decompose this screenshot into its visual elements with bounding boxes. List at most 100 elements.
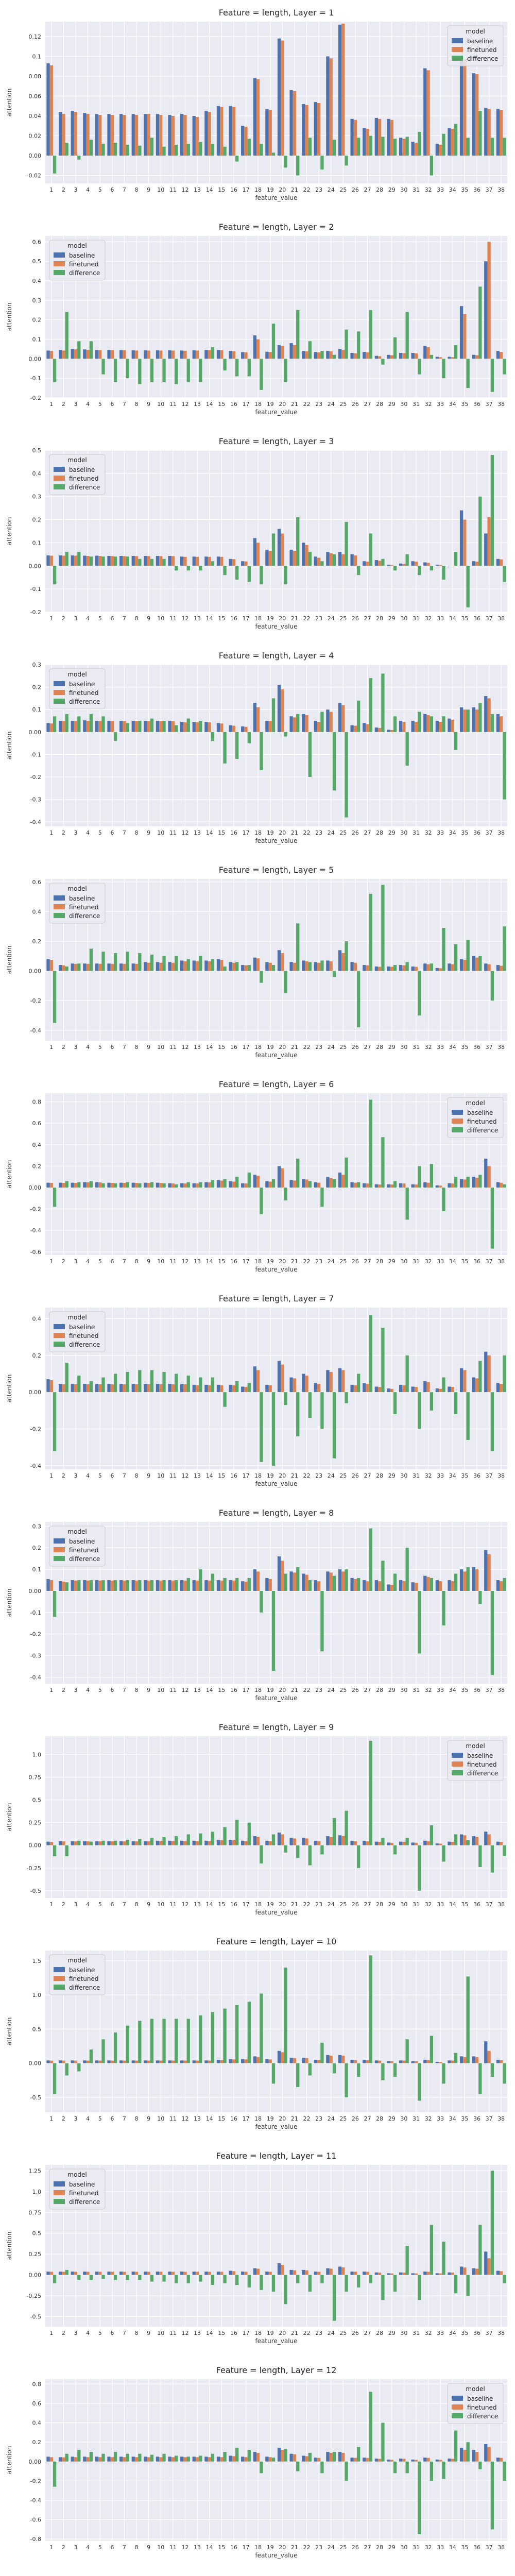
bar-finetuned bbox=[402, 722, 406, 732]
x-tick-label: 16 bbox=[230, 1258, 237, 1265]
bar-difference bbox=[345, 1810, 348, 1845]
x-tick-label: 37 bbox=[486, 2330, 493, 2336]
bar-finetuned bbox=[341, 1836, 345, 1845]
x-tick-label: 30 bbox=[400, 1472, 407, 1479]
bar-baseline bbox=[338, 1368, 342, 1393]
x-tick-label: 1 bbox=[49, 1258, 53, 1265]
bar-difference bbox=[186, 566, 190, 571]
bar-finetuned bbox=[281, 1364, 284, 1393]
bar-baseline bbox=[204, 556, 208, 566]
bar-difference bbox=[77, 341, 81, 359]
bar-baseline bbox=[411, 721, 415, 732]
bar-baseline bbox=[144, 114, 147, 156]
x-tick-label: 13 bbox=[194, 1472, 201, 1479]
x-tick-label: 31 bbox=[413, 1687, 420, 1693]
bar-baseline bbox=[253, 2056, 256, 2063]
bar-baseline bbox=[131, 555, 135, 566]
x-tick-label: 22 bbox=[303, 1472, 311, 1479]
bar-baseline bbox=[204, 1840, 208, 1845]
bar-difference bbox=[345, 732, 348, 818]
bar-baseline bbox=[192, 2456, 196, 2462]
bar-finetuned bbox=[353, 725, 357, 732]
bar-baseline bbox=[131, 2456, 135, 2462]
bar-baseline bbox=[204, 2060, 208, 2063]
x-tick-label: 1 bbox=[49, 2544, 53, 2551]
bar-finetuned bbox=[123, 2457, 126, 2462]
x-tick-label: 31 bbox=[413, 1472, 420, 1479]
y-tick-label: 0.3 bbox=[32, 1523, 42, 1530]
bar-baseline bbox=[374, 2459, 378, 2462]
plot-background bbox=[45, 1951, 507, 2112]
bar-difference bbox=[369, 135, 372, 156]
bar-finetuned bbox=[110, 115, 114, 156]
x-tick-label: 24 bbox=[328, 2544, 335, 2551]
bar-finetuned bbox=[402, 1841, 406, 1845]
x-tick-label: 32 bbox=[425, 2115, 432, 2122]
x-tick-label: 13 bbox=[194, 829, 201, 836]
bar-difference bbox=[175, 1836, 178, 1845]
bar-difference bbox=[284, 1573, 287, 1591]
x-tick-label: 33 bbox=[437, 615, 444, 622]
x-tick-label: 17 bbox=[242, 1258, 249, 1265]
bar-baseline bbox=[459, 1179, 464, 1188]
x-tick-label: 13 bbox=[194, 1044, 201, 1050]
bar-difference bbox=[490, 1187, 494, 1249]
x-tick-label: 21 bbox=[291, 401, 298, 408]
bar-baseline bbox=[253, 1569, 256, 1591]
bar-difference bbox=[503, 1845, 506, 1856]
bar-difference bbox=[405, 1548, 409, 1591]
bar-difference bbox=[65, 2453, 68, 2462]
bar-difference bbox=[405, 2461, 409, 2473]
bar-finetuned bbox=[74, 963, 78, 971]
bar-difference bbox=[138, 145, 142, 156]
bar-baseline bbox=[435, 2460, 439, 2462]
bar-difference bbox=[393, 337, 397, 359]
x-tick-label: 2 bbox=[62, 1044, 65, 1050]
bar-finetuned bbox=[463, 519, 467, 566]
y-tick-label: 0.00 bbox=[29, 1389, 42, 1396]
bar-difference bbox=[223, 1578, 227, 1591]
bar-difference bbox=[138, 721, 142, 732]
x-tick-label: 21 bbox=[291, 1044, 298, 1050]
bar-finetuned bbox=[232, 1181, 236, 1188]
bar-finetuned bbox=[329, 711, 333, 732]
x-tick-label: 6 bbox=[110, 1258, 114, 1265]
bar-baseline bbox=[399, 1384, 403, 1393]
bar-baseline bbox=[83, 1182, 87, 1188]
x-tick-label: 36 bbox=[473, 2544, 480, 2551]
bar-baseline bbox=[253, 78, 256, 156]
bar-baseline bbox=[58, 350, 62, 359]
bar-finetuned bbox=[414, 1842, 418, 1845]
x-tick-label: 13 bbox=[194, 2115, 201, 2122]
bar-baseline bbox=[326, 2452, 330, 2462]
x-tick-label: 33 bbox=[437, 829, 444, 836]
bar-baseline bbox=[435, 1843, 439, 1845]
bar-finetuned bbox=[183, 2060, 187, 2063]
bar-finetuned bbox=[329, 2268, 333, 2275]
bar-difference bbox=[503, 1578, 506, 1591]
bar-finetuned bbox=[98, 721, 102, 732]
x-tick-label: 12 bbox=[181, 401, 188, 408]
bar-baseline bbox=[204, 1182, 208, 1188]
bar-baseline bbox=[180, 1840, 184, 1845]
x-tick-label: 23 bbox=[315, 1044, 322, 1050]
x-tick-label: 14 bbox=[206, 1044, 213, 1050]
bar-finetuned bbox=[183, 556, 187, 566]
bar-finetuned bbox=[366, 1183, 369, 1188]
bar-baseline bbox=[71, 1182, 74, 1188]
bar-baseline bbox=[496, 1383, 500, 1393]
legend-swatch-finetuned bbox=[54, 904, 65, 909]
legend-swatch-difference bbox=[54, 699, 65, 704]
bar-baseline bbox=[168, 350, 171, 359]
x-tick-label: 4 bbox=[86, 1472, 90, 1479]
bar-difference bbox=[271, 533, 276, 566]
bar-finetuned bbox=[49, 1841, 53, 1845]
bar-difference bbox=[478, 496, 482, 566]
x-tick-label: 4 bbox=[86, 1687, 90, 1693]
bar-finetuned bbox=[220, 107, 224, 156]
x-tick-label: 5 bbox=[98, 1472, 102, 1479]
bar-baseline bbox=[277, 1166, 281, 1188]
bar-difference bbox=[101, 2275, 105, 2279]
x-tick-label: 34 bbox=[449, 1472, 456, 1479]
